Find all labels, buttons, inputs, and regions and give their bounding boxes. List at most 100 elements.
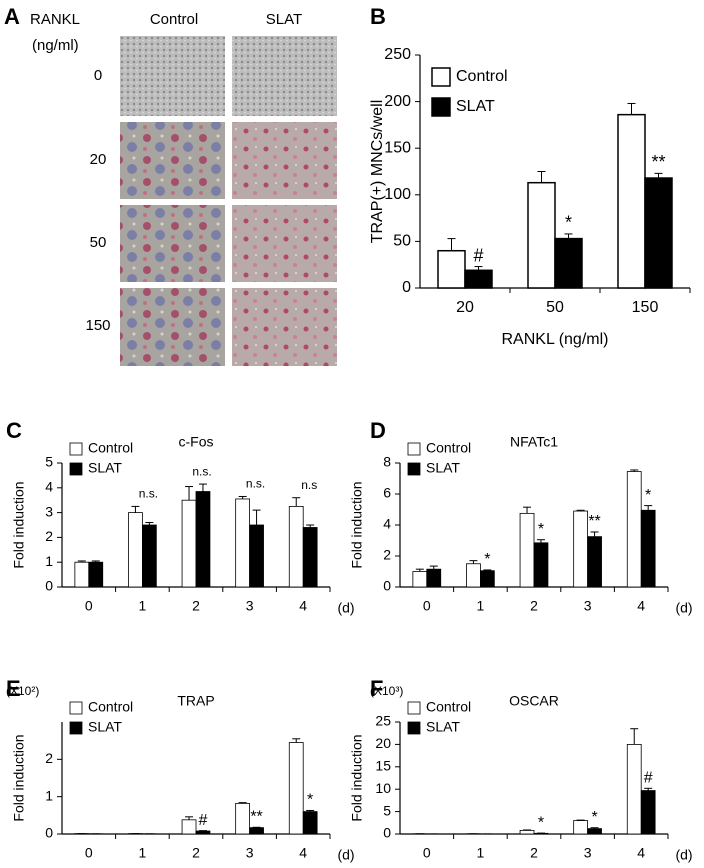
legend-swatch bbox=[431, 67, 451, 87]
error-bar bbox=[292, 738, 301, 743]
y-axis-label: Fold induction bbox=[349, 734, 365, 821]
x-tick-label: 0 bbox=[85, 598, 93, 614]
bar bbox=[626, 471, 642, 588]
bar bbox=[181, 819, 197, 835]
error-bar bbox=[292, 497, 301, 507]
legend-swatch bbox=[407, 462, 421, 476]
x-axis-label: (d) bbox=[337, 600, 354, 616]
y-axis-label: Fold induction bbox=[11, 734, 27, 821]
x-tick-label: 4 bbox=[299, 845, 307, 861]
x-tick-label: 2 bbox=[192, 845, 200, 861]
panel-letter: C bbox=[6, 418, 22, 443]
legend-label: Control bbox=[88, 440, 133, 456]
legend-swatch bbox=[407, 721, 421, 735]
legend-swatch bbox=[431, 97, 451, 117]
annotation: n.s. bbox=[139, 487, 158, 501]
x-tick-label: 150 bbox=[632, 299, 659, 316]
bar bbox=[235, 802, 251, 835]
bar bbox=[617, 113, 646, 289]
bar bbox=[288, 742, 304, 835]
annotation: ** bbox=[651, 152, 665, 172]
y-tick-label: 5 bbox=[45, 454, 53, 470]
annotation: n.s. bbox=[192, 464, 211, 478]
x-axis-label: (d) bbox=[675, 847, 692, 863]
y-tick-label: 20 bbox=[375, 735, 391, 751]
y-tick-label: 50 bbox=[393, 233, 411, 250]
chart: D NFATc1 Fold induction (d) 0 2 4 6 8 0 1 * 2 * 3 ** 4 * C… bbox=[349, 418, 693, 616]
bar bbox=[626, 744, 642, 835]
y-tick-label: 2 bbox=[45, 528, 53, 544]
error-bar bbox=[483, 569, 492, 571]
y-tick-label: 8 bbox=[383, 454, 391, 470]
bar bbox=[195, 491, 211, 588]
annotation: # bbox=[473, 245, 483, 265]
bar bbox=[195, 830, 211, 835]
micrograph bbox=[120, 205, 225, 282]
x-tick-label: 0 bbox=[423, 598, 431, 614]
x-tick-label: 4 bbox=[637, 845, 645, 861]
legend-label: Control bbox=[456, 68, 508, 85]
y-tick-label: 15 bbox=[375, 758, 391, 774]
y-tick-label: 2 bbox=[45, 750, 53, 766]
panel-letter: D bbox=[370, 418, 386, 443]
row-label: 150 bbox=[85, 317, 110, 334]
error-bar bbox=[537, 171, 546, 183]
x-tick-label: 2 bbox=[530, 845, 538, 861]
error-bar bbox=[564, 233, 573, 239]
x-tick-label: 3 bbox=[584, 845, 592, 861]
error-bar bbox=[91, 560, 100, 563]
x-axis-label: RANKL (ng/ml) bbox=[502, 331, 609, 348]
row-unit: (ng/ml) bbox=[32, 37, 79, 54]
y-tick-label: 5 bbox=[383, 802, 391, 818]
bar bbox=[533, 542, 549, 588]
bar bbox=[587, 828, 602, 835]
micrograph bbox=[120, 36, 225, 116]
y-tick-label: 25 bbox=[375, 713, 391, 729]
error-bar bbox=[644, 505, 653, 511]
x-tick-label: 1 bbox=[477, 598, 485, 614]
error-bar bbox=[252, 509, 261, 525]
y-scale-label: (X10³) bbox=[370, 684, 403, 698]
annotation: * bbox=[645, 487, 651, 504]
annotation: n.s bbox=[301, 478, 317, 492]
legend-label: Control bbox=[426, 699, 471, 715]
y-axis-label: Fold induction bbox=[11, 481, 27, 568]
error-bar bbox=[590, 531, 599, 537]
y-tick-label: 2 bbox=[383, 547, 391, 563]
y-axis-label: Fold induction bbox=[349, 481, 365, 568]
x-tick-label: 50 bbox=[546, 299, 564, 316]
x-axis-label: (d) bbox=[675, 600, 692, 616]
panel-letter: B bbox=[370, 4, 386, 29]
y-tick-label: 150 bbox=[384, 139, 411, 156]
error-bar bbox=[447, 238, 456, 251]
bar bbox=[640, 509, 656, 588]
chart: F OSCAR (X10³) Fold induction (d) 0 5 10 15 20 25 0… bbox=[349, 676, 693, 863]
error-bar bbox=[644, 787, 653, 791]
row-label: 0 bbox=[94, 67, 102, 84]
y-tick-label: 4 bbox=[45, 479, 53, 495]
bar bbox=[573, 820, 589, 835]
row-label: 50 bbox=[90, 234, 107, 251]
bar bbox=[464, 269, 493, 289]
bar bbox=[527, 181, 556, 289]
chart-title: TRAP bbox=[177, 693, 214, 709]
legend-swatch bbox=[69, 701, 83, 715]
legend-swatch bbox=[407, 701, 421, 715]
x-axis-label: (d) bbox=[337, 847, 354, 863]
x-tick-label: 1 bbox=[139, 598, 147, 614]
column-header: SLAT bbox=[266, 11, 302, 28]
x-tick-label: 4 bbox=[637, 598, 645, 614]
bar bbox=[249, 827, 264, 835]
annotation: n.s. bbox=[246, 477, 265, 491]
annotation: ** bbox=[588, 513, 600, 530]
y-tick-label: 0 bbox=[383, 578, 391, 594]
legend-label: Control bbox=[426, 440, 471, 456]
error-bar bbox=[576, 509, 585, 512]
panel-a: A RANKL (ng/ml) Control SLAT 0 20 50 150 bbox=[4, 4, 337, 366]
error-bar bbox=[474, 266, 483, 271]
y-tick-label: 0 bbox=[45, 578, 53, 594]
y-tick-label: 4 bbox=[383, 516, 391, 532]
annotation: * bbox=[591, 809, 597, 826]
